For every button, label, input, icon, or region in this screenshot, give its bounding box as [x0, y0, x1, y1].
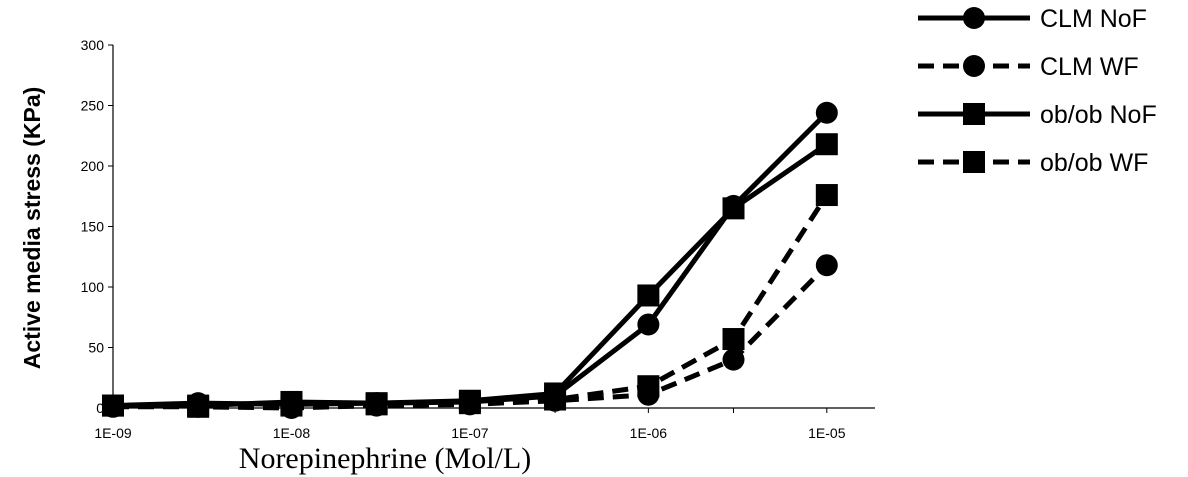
data-point [722, 348, 745, 371]
y-tick-label: 0 [96, 400, 104, 416]
data-point [815, 101, 838, 124]
x-tick-label: 1E-08 [273, 425, 311, 441]
y-tick-label: 150 [81, 219, 105, 235]
series-line [112, 110, 829, 409]
data-point [365, 393, 388, 416]
y-axis-label: Active media stress (KPa) [19, 87, 45, 370]
y-tick-label: 100 [81, 279, 105, 295]
legend-item: CLM NoF [918, 5, 1147, 33]
series-2 [102, 133, 838, 417]
legend-item: CLM WF [918, 53, 1139, 81]
legend-marker-swatch [963, 151, 985, 173]
data-point [815, 133, 838, 156]
axes: 0 50 100 150 200 250 300 1E-09 1E-08 1E-07 1E-06 1E… [81, 37, 875, 441]
legend-label: ob/ob NoF [1040, 101, 1157, 129]
legend-marker-swatch [963, 7, 985, 29]
y-tick-label: 300 [81, 37, 105, 53]
x-tick-label: 1E-07 [451, 425, 489, 441]
legend-item: ob/ob NoF [918, 101, 1157, 129]
legend-item: ob/ob WF [918, 149, 1148, 177]
data-point [637, 313, 660, 336]
series-layer [102, 101, 838, 419]
data-point [458, 392, 481, 415]
data-point [815, 254, 838, 277]
data-point [722, 328, 745, 351]
data-point [544, 388, 567, 411]
legend-marker-swatch [963, 55, 985, 77]
legend: CLM NoF CLM WF ob/ob NoF ob/ob WF [918, 5, 1157, 177]
legend-label: CLM WF [1040, 53, 1139, 81]
data-point [722, 197, 745, 220]
series-0 [102, 101, 838, 417]
series-line [113, 263, 829, 411]
legend-marker-swatch [963, 103, 985, 125]
x-tick-label: 1E-09 [94, 425, 132, 441]
data-point [637, 375, 660, 398]
data-point [280, 394, 303, 417]
x-tick-label: 1E-06 [630, 425, 668, 441]
data-point [815, 184, 838, 207]
y-tick-label: 50 [88, 340, 104, 356]
data-point [637, 284, 660, 307]
series-3 [102, 184, 838, 418]
y-tick-label: 250 [81, 98, 105, 114]
y-tick-label: 200 [81, 158, 105, 174]
x-tick-label: 1E-05 [808, 425, 846, 441]
legend-label: CLM NoF [1040, 5, 1147, 33]
x-axis-label: Norepinephrine (Mol/L) [239, 442, 531, 475]
data-point [102, 394, 124, 417]
data-point [187, 395, 210, 418]
legend-label: ob/ob WF [1040, 149, 1148, 177]
